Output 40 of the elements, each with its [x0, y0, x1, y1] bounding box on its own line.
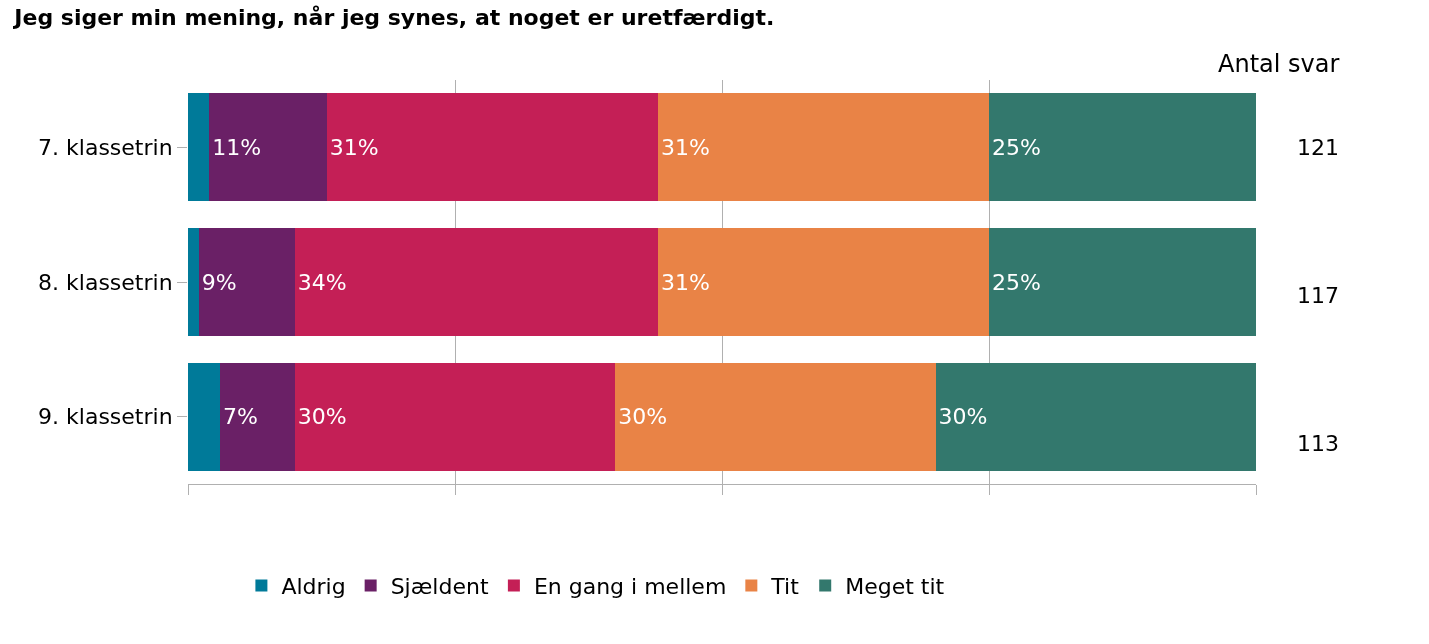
- data-label: 31%: [660, 134, 710, 160]
- data-label: 31%: [329, 134, 379, 160]
- bar: [209, 93, 327, 202]
- data-label: 9%: [201, 269, 237, 295]
- bar: [989, 93, 1256, 202]
- data-label: 30%: [618, 404, 668, 430]
- bar: [220, 362, 295, 471]
- legend-label: Aldrig: [281, 574, 346, 600]
- bar: [657, 228, 989, 336]
- data-label: 31%: [660, 269, 710, 295]
- data-label: 25%: [992, 134, 1041, 160]
- legend-label: Tit: [770, 574, 800, 600]
- bar: [615, 362, 936, 471]
- bar: [188, 362, 221, 471]
- data-label: 11%: [212, 134, 262, 160]
- bar: [657, 93, 989, 202]
- data-label: 30%: [938, 404, 988, 430]
- bar: [989, 228, 1256, 336]
- y-tick-label: 7. klassetrin: [38, 135, 173, 161]
- bar: [198, 228, 295, 336]
- y-tick-label: 8. klassetrin: [38, 269, 173, 295]
- y-tick-label: 9. klassetrin: [38, 404, 173, 430]
- text: 121: [1297, 135, 1339, 160]
- text: 113: [1297, 431, 1339, 456]
- data-label: 34%: [297, 269, 347, 295]
- data-label: 25%: [992, 269, 1041, 295]
- data-label: 7%: [223, 404, 258, 430]
- chart-title: Jeg siger min mening, når jeg synes, at noget er uretfærdigt.: [12, 5, 775, 31]
- bar: [188, 228, 199, 336]
- bar: [188, 93, 210, 202]
- legend-label: Meget tit: [845, 574, 945, 600]
- legend-label: En gang i mellem: [533, 574, 727, 600]
- bar: [294, 228, 658, 336]
- bar: [326, 93, 658, 202]
- bar: [294, 362, 616, 471]
- legend-label: Sjældent: [390, 574, 489, 600]
- bar: [935, 362, 1256, 471]
- data-label: 30%: [297, 404, 347, 430]
- text: Antal svar: [1218, 50, 1340, 78]
- text: 117: [1297, 283, 1339, 308]
